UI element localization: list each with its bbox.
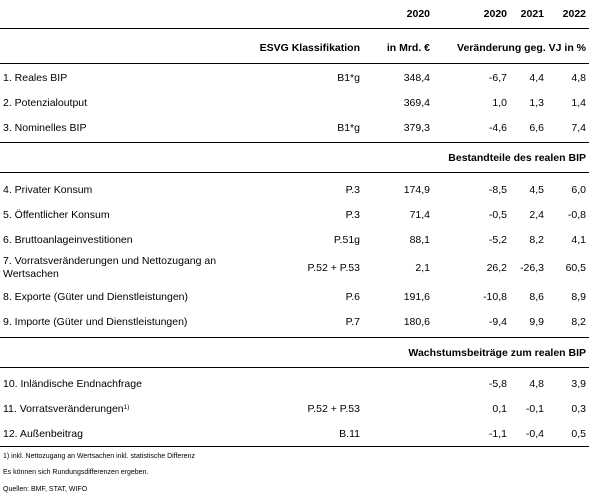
section-title: Bestandteile des realen BIP bbox=[448, 152, 586, 164]
row-2022: 7,4 bbox=[571, 122, 586, 134]
row-2020: -8,5 bbox=[488, 184, 507, 196]
rounding-note: Es können sich Rundungsdifferenzen ergeb… bbox=[3, 469, 149, 476]
row-classification: P.3 bbox=[345, 209, 360, 221]
section-divider bbox=[0, 172, 589, 173]
header-divider-bottom bbox=[0, 63, 589, 64]
section-divider bbox=[0, 142, 589, 143]
row-2020: 0,1 bbox=[492, 403, 507, 415]
row-value: 180,6 bbox=[403, 316, 430, 328]
row-value: 369,4 bbox=[403, 97, 430, 109]
row-label-text: 11. Vorratsveränderungen bbox=[3, 403, 124, 415]
row-2020: -10,8 bbox=[483, 291, 507, 303]
row-2022: 8,2 bbox=[571, 316, 586, 328]
row-2020: -9,4 bbox=[488, 316, 507, 328]
row-classification: P.52 + P.53 bbox=[307, 262, 360, 274]
section-title: Wachstumsbeiträge zum realen BIP bbox=[408, 347, 586, 359]
row-2020: 1,0 bbox=[492, 97, 507, 109]
header-year-2022: 2022 bbox=[562, 8, 586, 20]
row-label: 11. Vorratsveränderungen1) bbox=[3, 403, 129, 416]
row-label: 6. Bruttoanlageinvestitionen bbox=[3, 234, 133, 246]
row-value: 174,9 bbox=[403, 184, 430, 196]
row-2022: 60,5 bbox=[565, 262, 586, 274]
row-label: 3. Nominelles BIP bbox=[3, 122, 87, 134]
row-2021: 4,4 bbox=[529, 72, 544, 84]
row-2020: -0,5 bbox=[488, 209, 507, 221]
row-label: 2. Potenzialoutput bbox=[3, 97, 88, 109]
header-year-2020: 2020 bbox=[483, 8, 507, 20]
row-label: 8. Exporte (Güter und Dienstleistungen) bbox=[3, 291, 189, 303]
header-classification: ESVG Klassifikation bbox=[259, 42, 360, 54]
header-divider-top bbox=[0, 28, 589, 29]
row-classification: P.7 bbox=[345, 316, 360, 328]
row-label: 1. Reales BIP bbox=[3, 72, 68, 84]
row-2022: 4,1 bbox=[571, 234, 586, 246]
row-label: 9. Importe (Güter und Dienstleistungen) bbox=[3, 316, 188, 328]
section-divider bbox=[0, 367, 589, 368]
row-label: 10. Inländische Endnachfrage bbox=[3, 378, 142, 390]
sources-note: Quellen: BMF, STAT, WIFO bbox=[3, 486, 88, 493]
row-2020: -6,7 bbox=[488, 72, 507, 84]
row-value: 2,1 bbox=[415, 262, 430, 274]
row-2021: -0,4 bbox=[525, 428, 544, 440]
row-classification: P.52 + P.53 bbox=[307, 403, 360, 415]
row-2021: 4,8 bbox=[529, 378, 544, 390]
row-value: 191,6 bbox=[403, 291, 430, 303]
row-classification: P.3 bbox=[345, 184, 360, 196]
row-classification: B.11 bbox=[339, 428, 360, 440]
row-2020: -5,2 bbox=[488, 234, 507, 246]
row-label: 12. Außenbeitrag bbox=[3, 428, 83, 440]
row-2022: 0,3 bbox=[571, 403, 586, 415]
row-2021: 4,5 bbox=[529, 184, 544, 196]
row-value: 379,3 bbox=[403, 122, 430, 134]
row-2020: -4,6 bbox=[488, 122, 507, 134]
row-2022: 4,8 bbox=[571, 72, 586, 84]
row-2022: -0,8 bbox=[567, 209, 586, 221]
footnote-marker: 1) bbox=[123, 404, 130, 411]
row-value: 71,4 bbox=[409, 209, 430, 221]
row-2021: -26,3 bbox=[520, 262, 544, 274]
row-label: 4. Privater Konsum bbox=[3, 184, 93, 196]
row-2021: -0,1 bbox=[525, 403, 544, 415]
row-classification: B1*g bbox=[337, 72, 360, 84]
row-2022: 0,5 bbox=[571, 428, 586, 440]
section-divider bbox=[0, 337, 589, 338]
row-2020: -1,1 bbox=[488, 428, 507, 440]
row-classification: P.51g bbox=[333, 234, 360, 246]
row-value: 348,4 bbox=[403, 72, 430, 84]
row-2022: 1,4 bbox=[571, 97, 586, 109]
row-2021: 8,2 bbox=[529, 234, 544, 246]
table-bottom-divider bbox=[0, 446, 589, 447]
header-year-value: 2020 bbox=[406, 8, 430, 20]
row-classification: P.6 bbox=[345, 291, 360, 303]
header-unit: in Mrd. € bbox=[386, 42, 430, 54]
row-2021: 1,3 bbox=[529, 97, 544, 109]
row-2021: 6,6 bbox=[529, 122, 544, 134]
header-change: Veränderung geg. VJ in % bbox=[457, 42, 586, 54]
row-2020: 26,2 bbox=[486, 262, 507, 274]
header-year-2021: 2021 bbox=[520, 8, 544, 20]
row-2021: 2,4 bbox=[529, 209, 544, 221]
footnote: 1) inkl. Nettozugang an Wertsachen inkl.… bbox=[3, 453, 195, 460]
row-label-continued: Wertsachen bbox=[3, 268, 59, 280]
row-2021: 9,9 bbox=[529, 316, 544, 328]
row-2022: 3,9 bbox=[571, 378, 586, 390]
row-label: 7. Vorratsveränderungen und Nettozugang … bbox=[3, 255, 217, 267]
row-label: 5. Öffentlicher Konsum bbox=[3, 209, 110, 221]
row-2021: 8,6 bbox=[529, 291, 544, 303]
row-2022: 6,0 bbox=[571, 184, 586, 196]
row-2020: -5,8 bbox=[488, 378, 507, 390]
row-value: 88,1 bbox=[409, 234, 430, 246]
row-2022: 8,9 bbox=[571, 291, 586, 303]
row-classification: B1*g bbox=[337, 122, 360, 134]
